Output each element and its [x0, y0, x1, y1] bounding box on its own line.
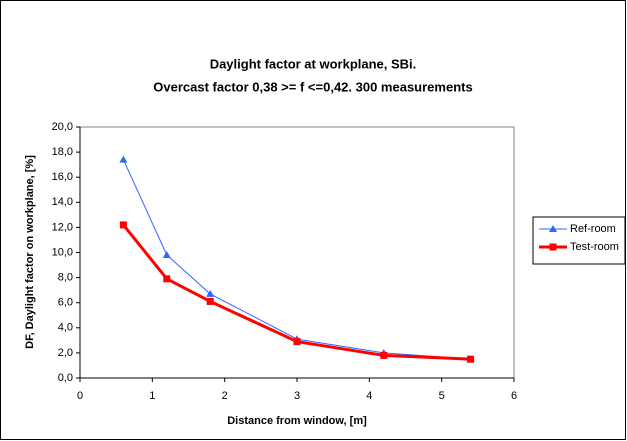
- x-tick-label: 1: [149, 390, 155, 402]
- y-tick-label: 2,0: [58, 347, 73, 359]
- y-tick-label: 6,0: [58, 297, 73, 309]
- y-tick-label: 4,0: [58, 322, 73, 334]
- legend-label: Ref-room: [570, 223, 616, 235]
- marker: [163, 275, 171, 283]
- x-tick-label: 2: [222, 390, 228, 402]
- marker: [119, 221, 127, 229]
- marker: [467, 355, 475, 363]
- y-tick-label: 18,0: [52, 146, 73, 158]
- legend-label: Test-room: [570, 241, 619, 253]
- x-tick-label: 6: [511, 390, 517, 402]
- series-line: [122, 223, 471, 361]
- x-tick-label: 4: [366, 390, 372, 402]
- marker: [549, 225, 557, 232]
- marker: [206, 289, 215, 297]
- y-tick-label: 8,0: [58, 272, 73, 284]
- series-line: [122, 159, 471, 360]
- marker: [380, 351, 388, 359]
- marker: [162, 251, 171, 259]
- chart-subtitle: Overcast factor 0,38 >= f <=0,42. 300 me…: [153, 79, 472, 94]
- legend: [532, 216, 626, 265]
- y-axis-label: DF, Daylight factor on workplane, [%]: [24, 155, 36, 349]
- marker: [119, 155, 128, 163]
- x-axis-label: Distance from window, [m]: [227, 415, 367, 427]
- y-tick-label: 12,0: [52, 221, 73, 233]
- x-tick-label: 5: [439, 390, 445, 402]
- y-tick-label: 14,0: [52, 196, 73, 208]
- y-tick-label: 20,0: [52, 121, 73, 133]
- marker: [293, 338, 301, 346]
- x-tick-label: 3: [294, 390, 300, 402]
- chart-title: Daylight factor at workplane, SBi.: [210, 56, 417, 71]
- y-tick-label: 10,0: [52, 246, 73, 258]
- marker: [549, 243, 557, 251]
- marker: [206, 297, 214, 305]
- y-tick-label: 16,0: [52, 171, 73, 183]
- y-tick-label: 0,0: [58, 372, 73, 384]
- x-tick-label: 0: [77, 390, 83, 402]
